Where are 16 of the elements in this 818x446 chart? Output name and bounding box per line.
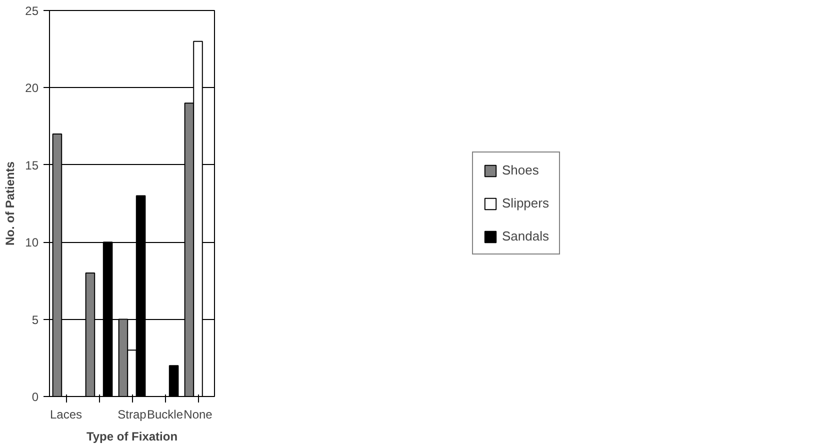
x-tick-label: Strap — [118, 408, 147, 422]
y-tick-label: 0 — [32, 390, 39, 404]
y-tick-label: 10 — [25, 236, 39, 250]
y-tick-label: 5 — [32, 312, 39, 327]
y-tick-label: 15 — [25, 158, 39, 172]
y-tick-label: 20 — [25, 81, 39, 96]
y-tick-label: 25 — [25, 4, 39, 18]
x-tick-label: Buckle — [146, 408, 184, 422]
bar — [168, 365, 179, 396]
legend-label: Slippers — [502, 196, 549, 210]
legend-label: Shoes — [502, 162, 539, 178]
x-axis-title: Type of Fixation — [86, 430, 178, 444]
x-tick-label: Laces — [50, 408, 82, 422]
legend-label: Sandals — [502, 228, 549, 244]
x-tick-label: None — [184, 408, 213, 422]
y-axis-title: No. of Patients — [3, 161, 18, 246]
